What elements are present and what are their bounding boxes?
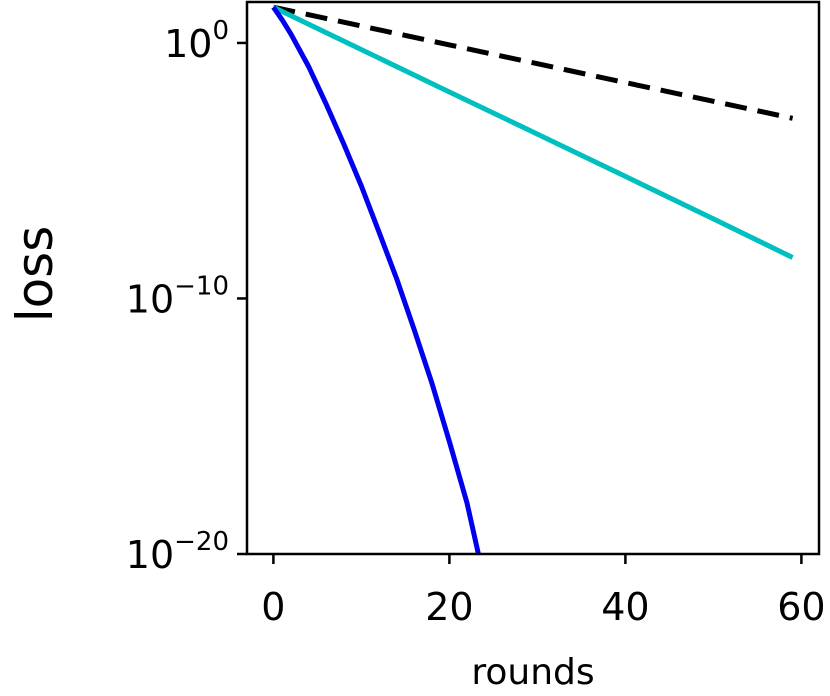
y-tick-label: 10−20 [126, 527, 229, 577]
series-line-2 [272, 4, 794, 260]
x-axis-label: rounds [471, 652, 594, 693]
series-line-3 [271, 5, 481, 555]
x-tick-label: 60 [777, 585, 825, 629]
plot-frame [245, 0, 821, 556]
x-tick-label: 0 [261, 585, 285, 629]
series-layer [271, 4, 794, 555]
x-tick-label: 40 [601, 585, 649, 629]
y-tick-label: 100 [164, 16, 229, 66]
y-tick-label: 10−10 [126, 271, 229, 321]
x-tick-label: 20 [425, 585, 473, 629]
ticks-layer: 0 20 40 60 100 10−10 10−20 [126, 16, 826, 629]
series-line-1 [272, 4, 794, 121]
y-axis-label: loss [6, 226, 64, 323]
